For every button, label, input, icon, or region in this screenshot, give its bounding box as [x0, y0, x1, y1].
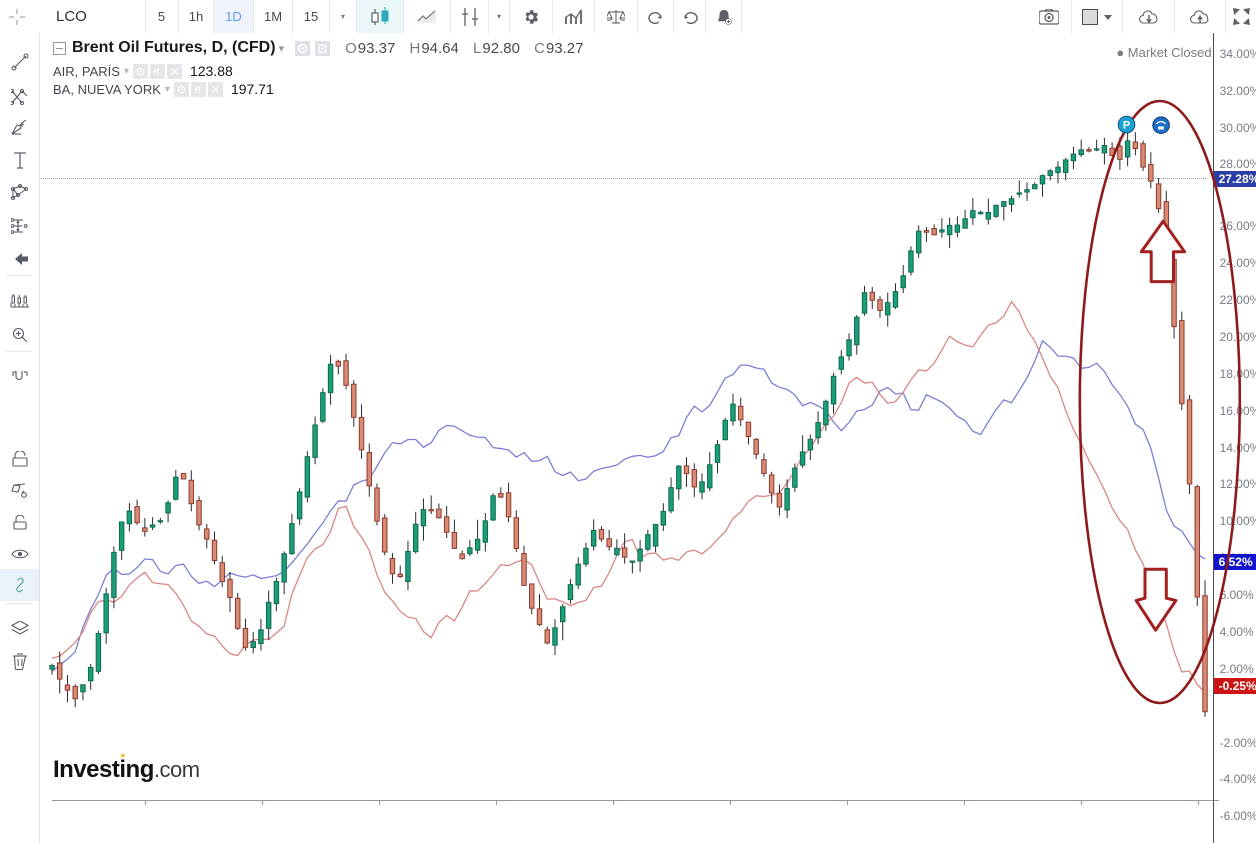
svg-text:P: P — [1123, 119, 1130, 131]
